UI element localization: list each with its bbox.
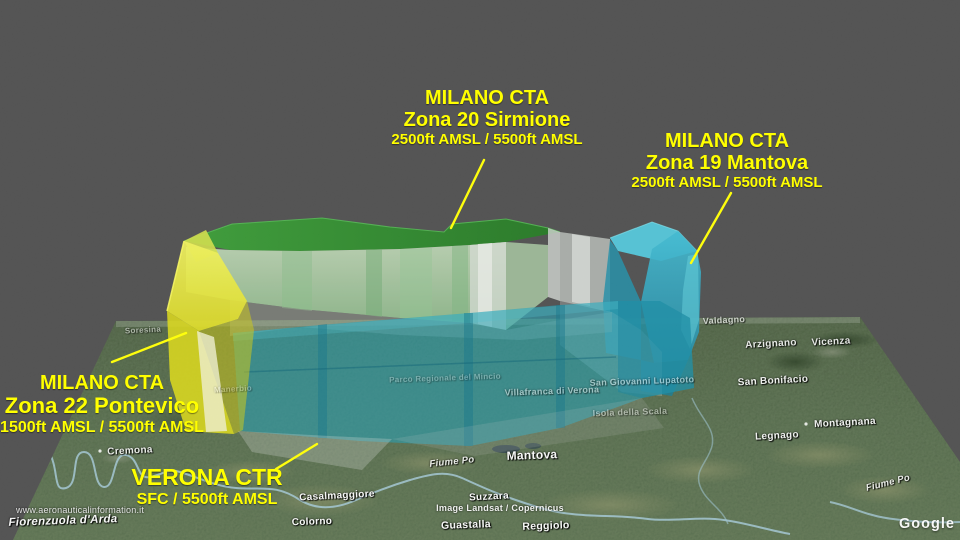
map-label-vicenza: Vicenza — [811, 335, 851, 349]
annotation-zone20-title: MILANO CTA — [424, 87, 550, 109]
annotation-zone20-zone: Zona 20 Sirmione — [403, 109, 571, 132]
annotation-zone19-levels: 2500ft AMSL / 5500ft AMSL — [631, 173, 823, 191]
annotation-verona-title: VERONA CTR — [131, 464, 283, 490]
map-label-colorno: Colorno — [291, 515, 333, 529]
site-watermark: www.aeronauticalinformation.it — [16, 505, 145, 515]
map-label-guastalla: Guastalla — [440, 518, 492, 532]
google-logo: Google — [899, 516, 955, 532]
map-label-reggiolo: Reggiolo — [522, 519, 570, 533]
annotation-zone22-zone: Zona 22 Pontevico — [4, 393, 200, 419]
annotation-verona-levels: SFC / 5500ft AMSL — [136, 490, 278, 508]
annotation-zone20-levels: 2500ft AMSL / 5500ft AMSL — [391, 130, 583, 148]
imagery-attribution: Image Landsat / Copernicus — [436, 503, 564, 513]
annotation-zone19-zone: Zona 19 Mantova — [645, 152, 809, 175]
annotation-zone20: MILANO CTA Zona 20 Sirmione 2500ft AMSL … — [391, 87, 582, 149]
annotation-zone22-title: MILANO CTA — [39, 372, 165, 394]
annotation-zone22: MILANO CTA Zona 22 Pontevico 1500ft AMSL… — [0, 372, 204, 437]
annotation-zone19-title: MILANO CTA — [664, 130, 790, 152]
map-label-mantova: Mantova — [506, 447, 558, 463]
map-label-legnago: Legnago — [754, 429, 800, 443]
annotation-zone19: MILANO CTA Zona 19 Mantova 2500ft AMSL /… — [631, 130, 822, 192]
map-label-suzzara: Suzzara — [468, 490, 510, 504]
annotation-zone22-levels: 1500ft AMSL / 5500ft AMSL — [0, 419, 204, 437]
annotation-verona-ctr: VERONA CTR SFC / 5500ft AMSL — [131, 464, 283, 509]
map-label-soresina: Soresina — [124, 324, 162, 336]
